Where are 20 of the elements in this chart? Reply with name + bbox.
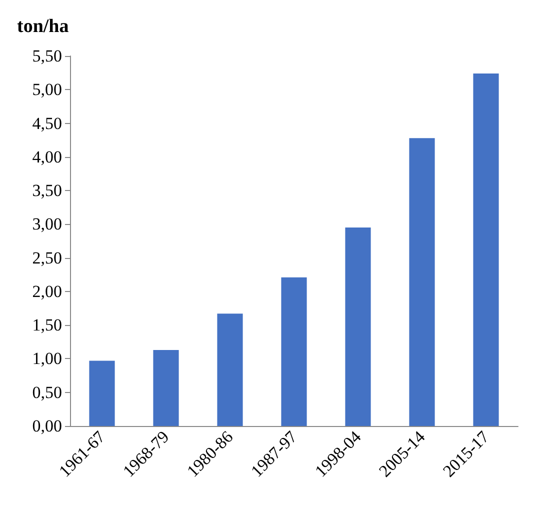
y-tick-label: 0,00	[32, 416, 62, 436]
bar	[89, 360, 115, 426]
bar	[217, 314, 243, 426]
y-tick-label: 2,50	[32, 248, 62, 268]
y-tick-label: 4,00	[32, 147, 62, 166]
y-tick-label: 4,50	[32, 114, 62, 133]
y-tick-label: 3,00	[32, 214, 62, 234]
y-tick-label: 5,50	[32, 46, 62, 66]
y-tick-label: 3,50	[32, 181, 62, 200]
bar	[345, 228, 371, 426]
bar	[473, 73, 499, 426]
y-axis-title: ton/ha	[17, 16, 70, 37]
y-tick-label: 5,00	[32, 80, 62, 100]
bar	[281, 277, 307, 426]
y-tick-label: 1,00	[32, 349, 62, 368]
y-tick-label: 2,00	[32, 282, 62, 301]
y-tick-label: 1,50	[32, 316, 62, 335]
bar	[153, 350, 179, 426]
y-tick-label: 0,50	[32, 382, 62, 402]
bar	[409, 138, 435, 426]
